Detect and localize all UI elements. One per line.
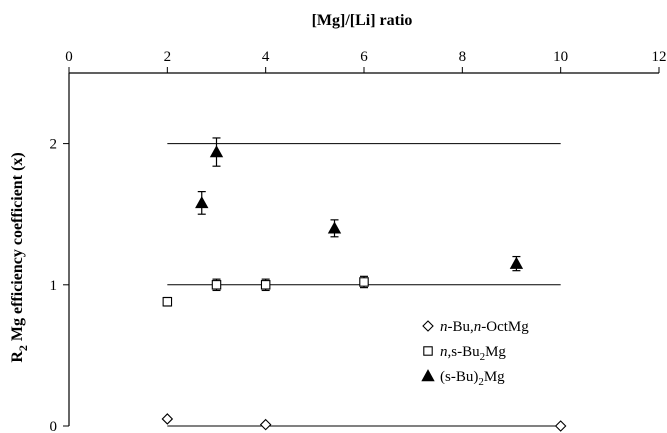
data-point bbox=[211, 280, 222, 290]
data-point bbox=[259, 418, 272, 431]
legend-label: n,s-Bu2Mg bbox=[440, 344, 506, 363]
data-point bbox=[359, 277, 369, 287]
x-tick-label: 0 bbox=[65, 49, 73, 65]
x-tick-label: 12 bbox=[652, 49, 667, 65]
series-layer bbox=[161, 137, 567, 432]
legend-marker bbox=[421, 369, 435, 382]
y-tick-label: 1 bbox=[50, 278, 58, 294]
legend-item: n-Bu,n-OctMg bbox=[422, 319, 529, 335]
legend-marker bbox=[422, 320, 434, 332]
series-diamond-open bbox=[161, 413, 567, 432]
y-axis-title: R2 Mg efficiency coefficient (x) bbox=[9, 152, 30, 362]
legend-label: (s-Bu)2Mg bbox=[440, 369, 505, 388]
data-point bbox=[554, 420, 567, 432]
x-tick-label: 8 bbox=[459, 49, 467, 65]
series-square-open bbox=[162, 275, 369, 307]
legend-label: n-Bu,n-OctMg bbox=[440, 319, 529, 335]
x-axis-title: [Mg]/[Li] ratio bbox=[312, 12, 413, 29]
data-point bbox=[162, 296, 173, 307]
x-tick-label: 6 bbox=[360, 49, 368, 65]
series-triangle-filled bbox=[195, 137, 524, 272]
data-point bbox=[327, 221, 342, 234]
y-tick-label: 0 bbox=[50, 419, 58, 433]
legend-marker bbox=[423, 346, 433, 356]
y-tick-label: 2 bbox=[50, 137, 58, 153]
x-tick-label: 4 bbox=[262, 49, 270, 65]
data-point bbox=[509, 256, 524, 269]
legend-item: (s-Bu)2Mg bbox=[421, 369, 505, 388]
x-tick-label: 2 bbox=[164, 49, 172, 65]
legend-item: n,s-Bu2Mg bbox=[423, 344, 506, 363]
x-tick-label: 10 bbox=[553, 49, 568, 65]
legend: n-Bu,n-OctMg n,s-Bu2Mg (s-Bu)2Mg bbox=[421, 319, 529, 388]
data-point bbox=[209, 145, 224, 158]
data-point bbox=[195, 196, 209, 209]
data-point bbox=[260, 280, 271, 290]
data-point bbox=[161, 413, 174, 425]
